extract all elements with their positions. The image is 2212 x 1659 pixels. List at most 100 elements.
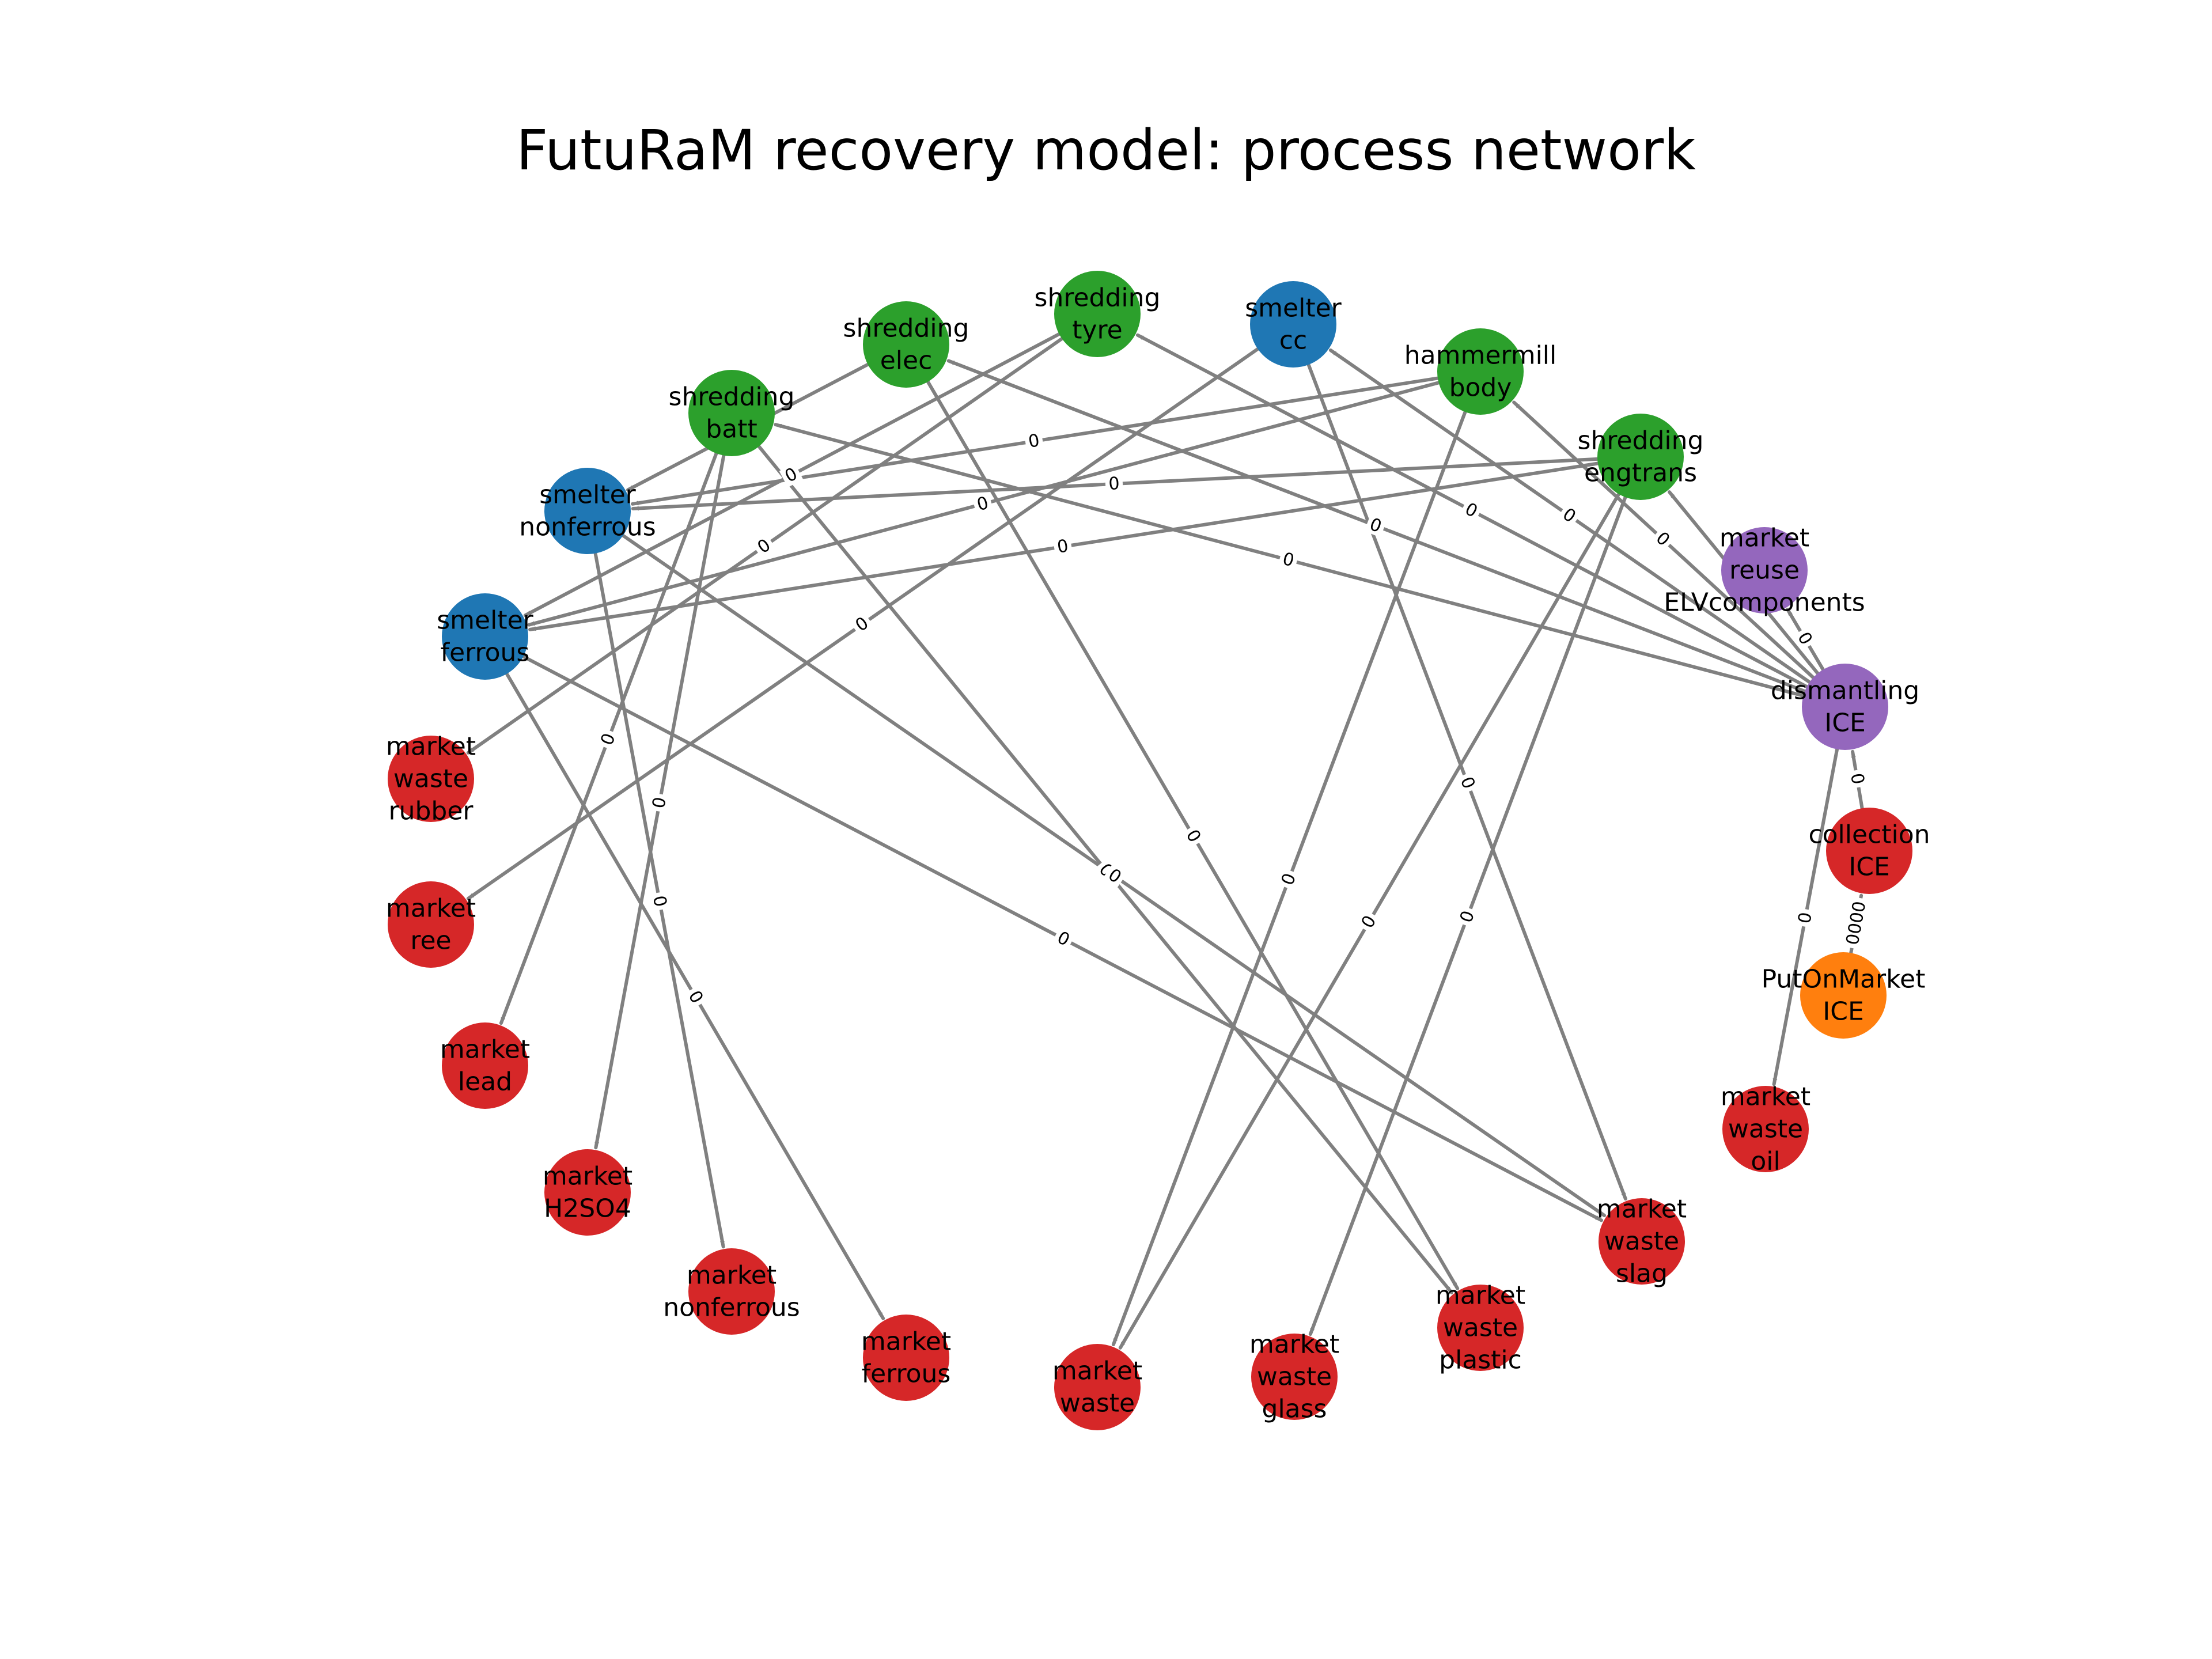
node-market_waste: market waste <box>1052 1344 1142 1430</box>
edge-label-group: 0 <box>1277 549 1300 571</box>
node-label-line: waste <box>1443 1313 1518 1343</box>
node-circle <box>1054 271 1141 357</box>
node-collection_ICE: collection ICE <box>1808 808 1930 894</box>
node-label-line: waste <box>1604 1227 1679 1256</box>
node-circle <box>688 370 775 456</box>
edge-label-group: 0 <box>1357 910 1381 934</box>
edge-label-background <box>1357 910 1381 934</box>
edge-label-group: 0 <box>1051 926 1075 952</box>
edge-label-group: 0 <box>1181 824 1206 849</box>
edge-label-background <box>649 891 671 912</box>
node-circle <box>1800 952 1887 1039</box>
node-label-line: ICE <box>1849 853 1890 882</box>
nodes-layer: shredding tyre smelter cc hammermill body shre… <box>386 271 1930 1430</box>
node-label-line: nonferrous <box>519 513 656 542</box>
node-label-line: ferrous <box>862 1359 951 1389</box>
node-circle <box>688 1248 775 1335</box>
edge-label-background <box>1277 868 1301 891</box>
node-label-line: market <box>1721 1082 1810 1112</box>
node-label-line: market <box>440 1035 530 1065</box>
edge-label-background <box>1456 771 1479 794</box>
edge-label-group: 0000 <box>1842 896 1870 950</box>
node-circle <box>1802 664 1888 750</box>
node-label-line: PutOnMarket <box>1762 965 1926 994</box>
edge-label-group: 0 <box>752 533 777 559</box>
edge-label-group: 0 <box>1024 430 1044 452</box>
edge-label-background <box>596 728 620 751</box>
node-label-line: reuse <box>1729 556 1800 585</box>
node-label-line: tyre <box>1072 316 1122 345</box>
node-market_reuse_ELVcomponents: market reuse ELVcomponents <box>1664 524 1865 618</box>
node-smelter_nonferrous: smelter nonferrous <box>519 468 656 554</box>
edge-label-group: 0 <box>1277 868 1301 891</box>
node-market_ree: market ree <box>386 881 476 968</box>
node-label-line: waste <box>1257 1362 1332 1392</box>
node-label-line: market <box>687 1261 777 1290</box>
node-label-line: body <box>1449 373 1512 403</box>
node-circle <box>1826 808 1912 894</box>
node-label-line: ferrous <box>441 638 530 668</box>
edge-label-background <box>1459 498 1483 523</box>
node-label-line: market <box>543 1162 632 1191</box>
node-label-line: market <box>1597 1195 1687 1224</box>
node-hammermill_body: hammermill body <box>1404 328 1556 415</box>
edge-label: 0000 <box>1843 900 1870 946</box>
edge-label-group: 0 <box>649 891 671 912</box>
node-label-line: smelter <box>437 606 533 635</box>
edge-label-group: 0 <box>683 984 708 1010</box>
node-circle <box>388 736 474 822</box>
node-circle <box>1599 1198 1685 1285</box>
node-label-line: market <box>386 894 476 923</box>
edge-label-group: 0 <box>850 612 874 637</box>
edge-label-group: 0 <box>779 463 804 488</box>
edge-label-background <box>779 463 804 488</box>
node-label-line: shredding <box>669 382 795 412</box>
node-label-line: collection <box>1808 820 1930 850</box>
node-smelter_cc: smelter cc <box>1245 281 1342 368</box>
node-market_waste_plastic: market waste plastic <box>1435 1281 1525 1375</box>
node-label-line: market <box>861 1327 951 1357</box>
node-label-line: market <box>1435 1281 1525 1310</box>
node-label-line: batt <box>706 415 757 444</box>
node-label-line: ICE <box>1823 997 1864 1027</box>
node-dismantling_ICE: dismantling ICE <box>1771 664 1919 750</box>
node-circle <box>1054 1344 1141 1430</box>
node-label-line: market <box>1052 1357 1142 1386</box>
edge-label-background <box>1024 430 1044 452</box>
node-label-line: H2SO4 <box>544 1194 631 1224</box>
node-shredding_batt: shredding batt <box>669 370 795 456</box>
node-smelter_ferrous: smelter ferrous <box>437 593 534 680</box>
node-label-line: nonferrous <box>663 1293 800 1323</box>
edge-label-group: 0 <box>1846 768 1868 789</box>
edge-label-background <box>1051 926 1075 952</box>
edge-label-group: 0 <box>1556 503 1582 528</box>
node-label-line: waste <box>393 764 468 794</box>
edge-label-background <box>1364 514 1387 537</box>
edge-label-group: 0 <box>1364 514 1387 537</box>
node-label-line: plastic <box>1439 1346 1522 1375</box>
edge-label-group: 0 <box>649 792 671 813</box>
node-circle <box>442 593 528 680</box>
edge-label-background <box>850 612 874 637</box>
edge-label-background <box>1794 907 1816 929</box>
edge-label: 0 <box>1108 474 1120 494</box>
edge-label-background <box>1102 863 1127 889</box>
node-circle <box>1722 1086 1809 1172</box>
node-label-line: shredding <box>1035 283 1161 313</box>
edge-label-background <box>1093 858 1119 883</box>
node-label-line: shredding <box>1578 426 1704 456</box>
node-label-line: engtrans <box>1584 459 1697 488</box>
node-circle <box>1437 328 1524 415</box>
node-label-line: market <box>386 732 476 762</box>
edge-label-background <box>1842 896 1870 950</box>
edge-label-background <box>1456 905 1479 929</box>
edge-label-group: 0 <box>1105 474 1123 494</box>
edge-label-group: 0 <box>596 728 620 751</box>
edge-label-group: 0 <box>1052 536 1073 558</box>
node-label-line: slag <box>1616 1259 1668 1289</box>
edge-label-group: 0 <box>1794 907 1816 929</box>
edge-label-background <box>1052 536 1073 558</box>
node-circle <box>1250 281 1336 368</box>
